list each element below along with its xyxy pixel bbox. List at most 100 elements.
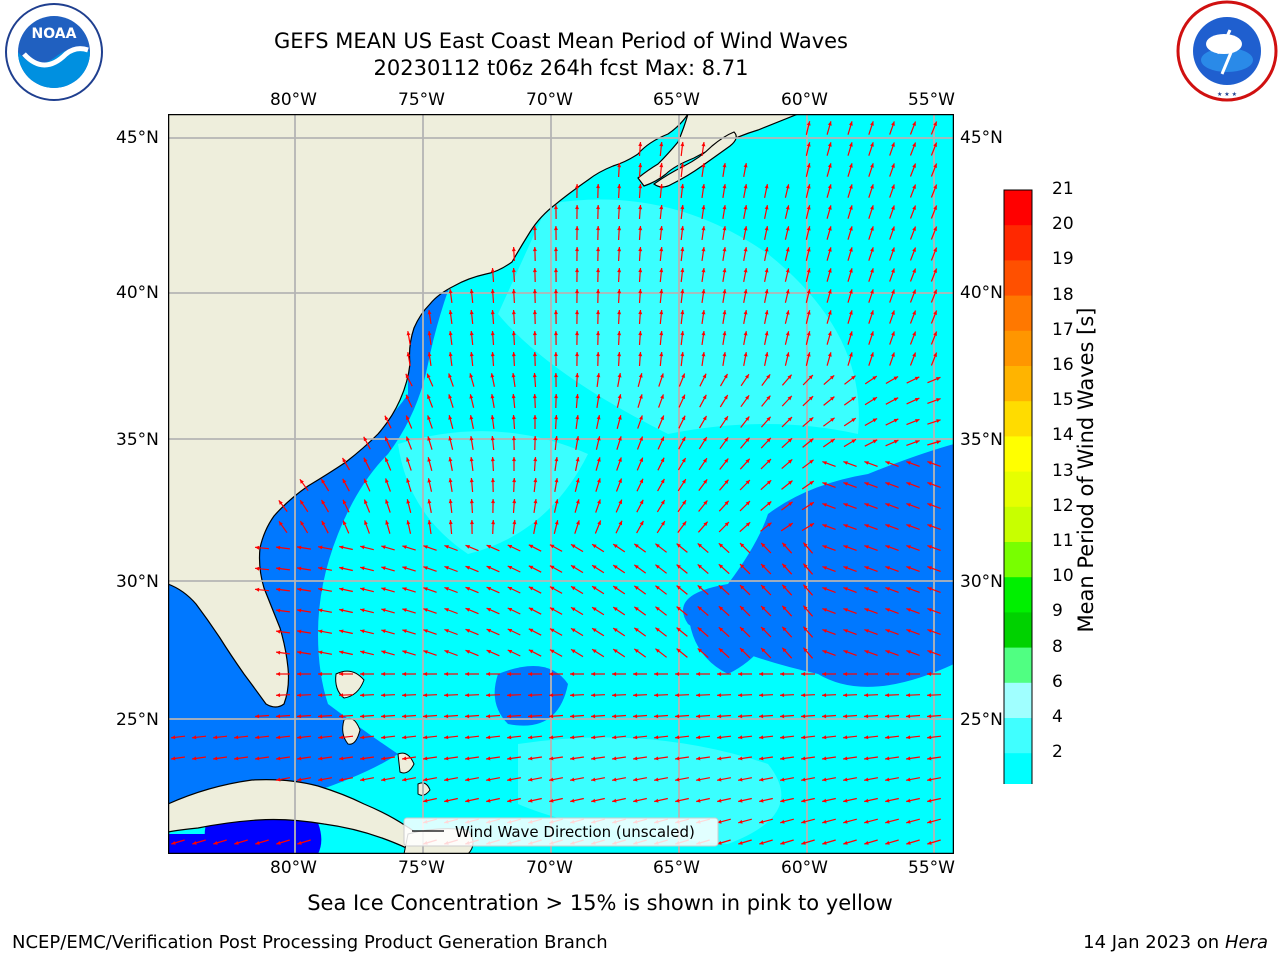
wind-wave-arrowhead	[612, 777, 617, 782]
wind-wave-arrowhead	[912, 184, 916, 189]
wind-wave-arrowhead	[927, 777, 932, 782]
wind-wave-arrowhead	[745, 437, 750, 442]
wind-wave-arrowhead	[801, 714, 806, 719]
wind-wave-arrowhead	[617, 394, 622, 399]
wind-wave-arrowhead	[554, 457, 559, 462]
wind-wave-arrowhead	[276, 650, 281, 655]
wind-wave-arrowhead	[423, 650, 428, 654]
wind-wave-arrowhead	[906, 819, 911, 824]
wind-wave-arrowhead	[766, 416, 771, 422]
wind-wave-arrowhead	[906, 503, 911, 507]
wind-wave-arrowhead	[486, 587, 492, 591]
wind-wave-arrowhead	[717, 693, 722, 698]
wind-wave-arrowhead	[785, 205, 790, 210]
wind-wave-arrowhead	[870, 247, 874, 252]
lon-label-top: 60°W	[781, 90, 828, 110]
colorbar-segment	[1004, 295, 1032, 332]
wind-wave-arrowhead	[843, 798, 848, 803]
wind-wave-arrowhead	[745, 416, 750, 421]
wind-wave-arrowhead	[933, 205, 937, 210]
wind-wave-arrowhead	[507, 629, 513, 633]
lat-label-right: 35°N	[960, 430, 1003, 450]
wind-wave-arrowhead	[870, 142, 874, 147]
wind-wave-arrowhead	[827, 268, 832, 273]
wind-wave-arrowhead	[486, 756, 491, 761]
wind-wave-arrowhead	[596, 268, 600, 273]
wind-wave-arrowhead	[423, 545, 428, 549]
wind-wave-arrowhead	[597, 520, 601, 525]
wind-wave-arrowhead	[785, 226, 790, 231]
wind-wave-arrowhead	[782, 605, 787, 611]
wind-wave-arrowhead	[809, 438, 814, 443]
wind-wave-arrowhead	[682, 521, 687, 526]
wind-wave-arrowhead	[701, 184, 706, 189]
wind-wave-arrowhead	[764, 331, 769, 336]
wind-wave-arrowhead	[575, 352, 579, 357]
wind-wave-arrowhead	[766, 437, 771, 443]
wind-wave-arrowhead	[870, 184, 874, 189]
wind-wave-arrowhead	[633, 714, 638, 719]
wind-wave-arrowhead	[661, 521, 665, 526]
wind-wave-arrowhead	[465, 608, 470, 612]
colorbar-tick-label: 13	[1052, 460, 1074, 481]
wind-wave-arrowhead	[927, 587, 932, 591]
wind-wave-arrowhead	[490, 394, 495, 399]
wind-wave-arrowhead	[885, 819, 890, 824]
wind-wave-arrowhead	[915, 419, 920, 423]
wind-wave-arrowhead	[864, 524, 869, 528]
wind-wave-arrowhead	[803, 563, 808, 568]
wind-wave-arrowhead	[927, 566, 932, 570]
wind-wave-arrowhead	[722, 163, 727, 168]
wind-wave-arrowhead	[885, 841, 890, 845]
wind-wave-arrowhead	[612, 672, 617, 676]
wind-wave-arrowhead	[528, 628, 534, 633]
wind-wave-arrowhead	[575, 310, 579, 315]
wind-wave-arrowhead	[448, 520, 453, 525]
wind-wave-arrowhead	[822, 735, 827, 740]
wind-wave-arrowhead	[591, 693, 596, 698]
wind-wave-arrowhead	[680, 205, 685, 210]
wind-wave-arrowhead	[360, 735, 365, 740]
wind-wave-arrowhead	[448, 331, 453, 336]
wind-wave-arrowhead	[300, 521, 305, 526]
wind-wave-arrowhead	[171, 756, 176, 761]
wind-wave-arrowhead	[780, 819, 785, 824]
wind-wave-arrowhead	[613, 565, 618, 569]
lon-label-top: 70°W	[526, 90, 573, 110]
wind-wave-arrowhead	[276, 714, 281, 719]
wind-wave-arrowhead	[806, 226, 811, 231]
wind-wave-arrowhead	[532, 310, 537, 315]
wind-wave-arrowhead	[318, 777, 323, 782]
lon-label-top: 55°W	[908, 90, 955, 110]
wind-wave-arrowhead	[597, 478, 601, 483]
wind-wave-arrowhead	[723, 395, 728, 400]
wind-wave-arrowhead	[444, 608, 449, 612]
wind-wave-arrowhead	[549, 607, 555, 612]
wind-wave-arrowhead	[491, 520, 496, 525]
wind-wave-arrowhead	[381, 566, 386, 571]
wind-wave-arrowhead	[470, 520, 474, 525]
wind-wave-arrowhead	[849, 142, 853, 147]
wind-wave-arrowhead	[743, 310, 748, 315]
colorbar-segment	[1004, 366, 1032, 402]
wind-wave-arrowhead	[864, 629, 869, 633]
wind-wave-arrowhead	[596, 289, 600, 294]
wind-wave-arrow-field	[170, 121, 942, 845]
wind-wave-arrowhead	[511, 331, 516, 336]
colorbar-tick-label: 15	[1052, 390, 1074, 411]
wind-wave-arrowhead	[634, 564, 639, 569]
wind-wave-arrowhead	[738, 735, 743, 740]
wind-wave-arrowhead	[402, 714, 407, 719]
wind-wave-arrowhead	[444, 693, 449, 698]
wind-wave-arrowhead	[806, 247, 811, 252]
wind-wave-arrowhead	[891, 163, 895, 168]
wind-wave-arrowhead	[885, 503, 890, 507]
wind-wave-arrowhead	[722, 289, 727, 294]
noaa-logo: NOAA	[4, 2, 104, 102]
wind-wave-arrowhead	[681, 415, 686, 421]
wind-wave-arrowhead	[696, 735, 701, 740]
noaa-logo-text: NOAA	[32, 26, 77, 42]
wind-wave-arrowhead	[592, 586, 597, 591]
wind-wave-arrowhead	[743, 163, 748, 168]
wind-wave-arrowhead	[360, 545, 365, 550]
